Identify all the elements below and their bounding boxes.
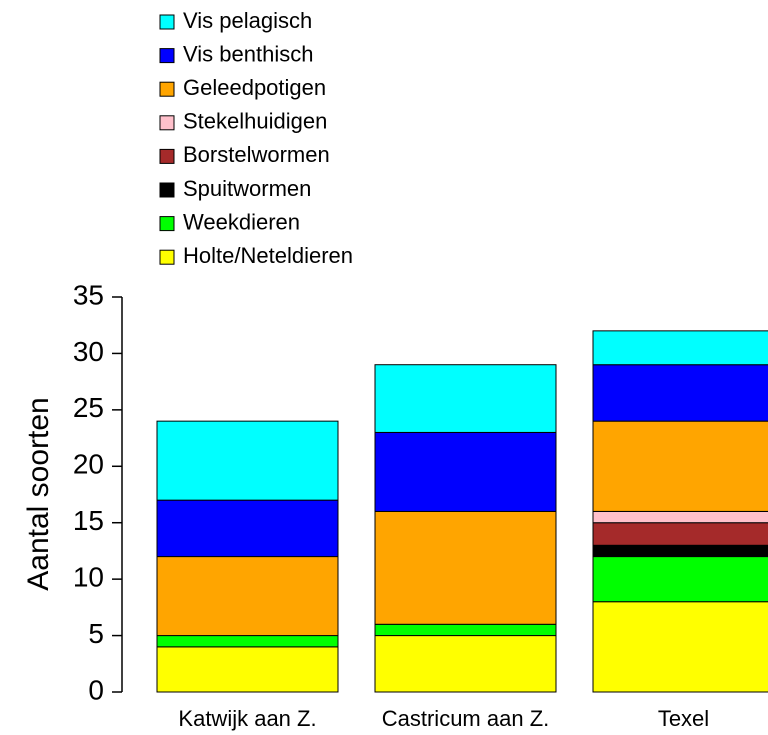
y-tick-label: 30 [73,336,104,367]
bar-segment [156,420,339,501]
legend-label: Vis benthisch [183,41,313,66]
legend-swatch [159,115,175,131]
y-tick-label: 5 [88,618,104,649]
y-tick-label: 10 [73,562,104,593]
x-tick-label: Castricum aan Z. [382,706,550,731]
bar-segment [592,556,768,603]
bar-segment [592,544,768,558]
legend-swatch [159,14,175,30]
x-tick-label: Katwijk aan Z. [178,706,316,731]
bar-segment [156,646,339,693]
bar-segment [156,556,339,637]
y-tick-label: 25 [73,392,104,423]
bar-segment [156,635,339,648]
bar-segment [374,623,557,637]
legend-swatch [159,48,175,64]
y-tick-label: 35 [73,279,104,310]
bar-segment [156,499,339,558]
legend-swatch [159,216,175,232]
y-axis-label: Aantal soorten [22,397,55,590]
bar-segment [592,330,768,366]
legend-label: Vis pelagisch [183,8,312,33]
bar-segment [592,364,768,422]
legend-label: Spuitwormen [183,176,311,201]
y-tick-label: 0 [88,674,104,705]
bar-segment [374,431,557,512]
legend-swatch [159,148,175,164]
bar-segment [374,364,557,433]
bar-segment [592,601,768,693]
bar-segment [374,635,557,693]
y-tick-label: 20 [73,449,104,480]
legend-swatch [159,81,175,97]
x-tick-label: Texel [658,706,709,731]
legend-label: Geleedpotigen [183,75,326,100]
bar-segment [374,510,557,625]
legend-swatch [159,249,175,265]
legend-label: Weekdieren [183,209,300,234]
legend-label: Stekelhuidigen [183,109,327,134]
legend-label: Holte/Neteldieren [183,243,353,268]
bar-segment [592,420,768,512]
legend-swatch [159,182,175,198]
bar-segment [592,510,768,524]
y-tick-label: 15 [73,505,104,536]
legend-label: Borstelwormen [183,142,330,167]
bar-segment [592,522,768,546]
